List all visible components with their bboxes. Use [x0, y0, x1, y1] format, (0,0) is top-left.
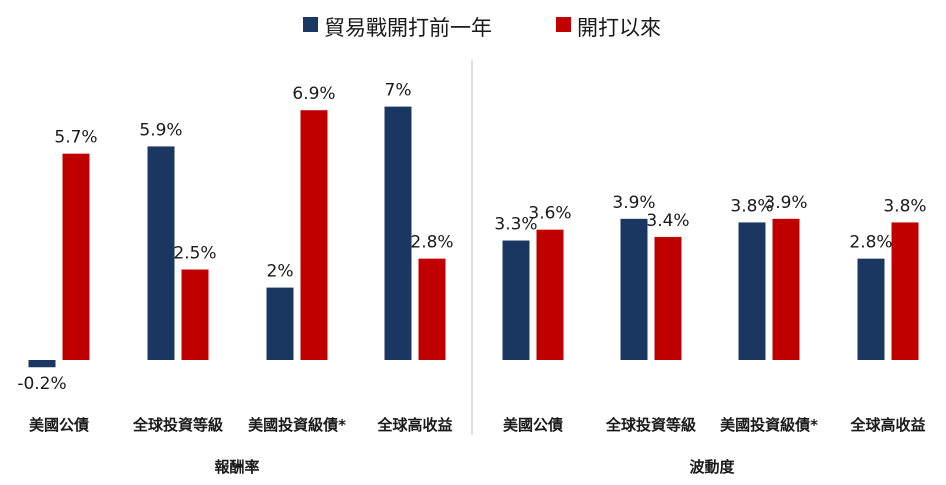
bar-1-2-after [181, 269, 209, 360]
legend-swatch-before [303, 17, 318, 32]
group-label-1: 報酬率 [214, 458, 259, 476]
legend-label-after: 開打以來 [577, 16, 661, 40]
legend-swatch-after [556, 17, 571, 32]
value-label-1-4-after: 2.8% [410, 233, 453, 253]
bar-1-4-after [418, 258, 446, 360]
value-label-2-1-after: 3.6% [528, 204, 571, 224]
value-label-1-4-before: 7% [385, 81, 412, 101]
legend-label-before: 貿易戰開打前一年 [324, 16, 492, 40]
legend: 貿易戰開打前一年 開打以來 [303, 16, 661, 40]
bar-2-1-after [536, 229, 564, 360]
value-label-1-1-before: -0.2% [17, 374, 66, 394]
bar-1-3-after [300, 110, 328, 360]
value-label-2-4-before: 2.8% [849, 233, 892, 253]
category-label-1-1: 美國公債 [29, 416, 89, 434]
value-label-2-2-before: 3.9% [612, 193, 655, 213]
bar-1-1-after [62, 153, 90, 360]
value-label-2-3-after: 3.9% [764, 193, 807, 213]
value-label-1-3-before: 2% [267, 262, 294, 282]
category-label-2-4: 全球高收益 [849, 416, 925, 434]
bar-1-4-before [384, 106, 412, 360]
bar-2-3-before [738, 222, 766, 360]
bar-2-4-after [891, 222, 919, 360]
value-label-1-1-after: 5.7% [54, 128, 97, 148]
bar-2-4-before [857, 258, 885, 360]
bar-1-3-before [266, 287, 294, 360]
category-label-2-2: 全球投資等級 [605, 416, 696, 434]
bar-1-2-before [147, 146, 175, 360]
value-label-1-2-after: 2.5% [173, 244, 216, 264]
value-label-2-1-before: 3.3% [494, 215, 537, 235]
bar-2-3-after [772, 218, 800, 360]
bar-2-1-before [502, 240, 530, 360]
bar-2-2-before [620, 218, 648, 360]
bar-1-1-before [28, 360, 56, 368]
value-label-2-4-after: 3.8% [883, 196, 926, 216]
labels-layer: -0.2% 5.7% 美國公債 5.9% 2.5% 全球投資等級 2% 6.9% 美國投資級債*… [17, 81, 926, 476]
bar-2-2-after [654, 236, 682, 360]
value-label-1-2-before: 5.9% [139, 120, 182, 140]
bars-layer [28, 106, 919, 368]
category-label-1-2: 全球投資等級 [132, 416, 223, 434]
group-label-2: 波動度 [689, 458, 735, 476]
value-label-1-3-after: 6.9% [292, 84, 335, 104]
category-label-1-4: 全球高收益 [376, 416, 452, 434]
category-label-2-1: 美國公債 [503, 416, 563, 434]
category-label-2-3: 美國投資級債* [720, 416, 818, 434]
value-label-2-2-after: 3.4% [646, 211, 689, 231]
category-label-1-3: 美國投資級債* [248, 416, 346, 434]
value-label-2-3-before: 3.8% [730, 196, 773, 216]
